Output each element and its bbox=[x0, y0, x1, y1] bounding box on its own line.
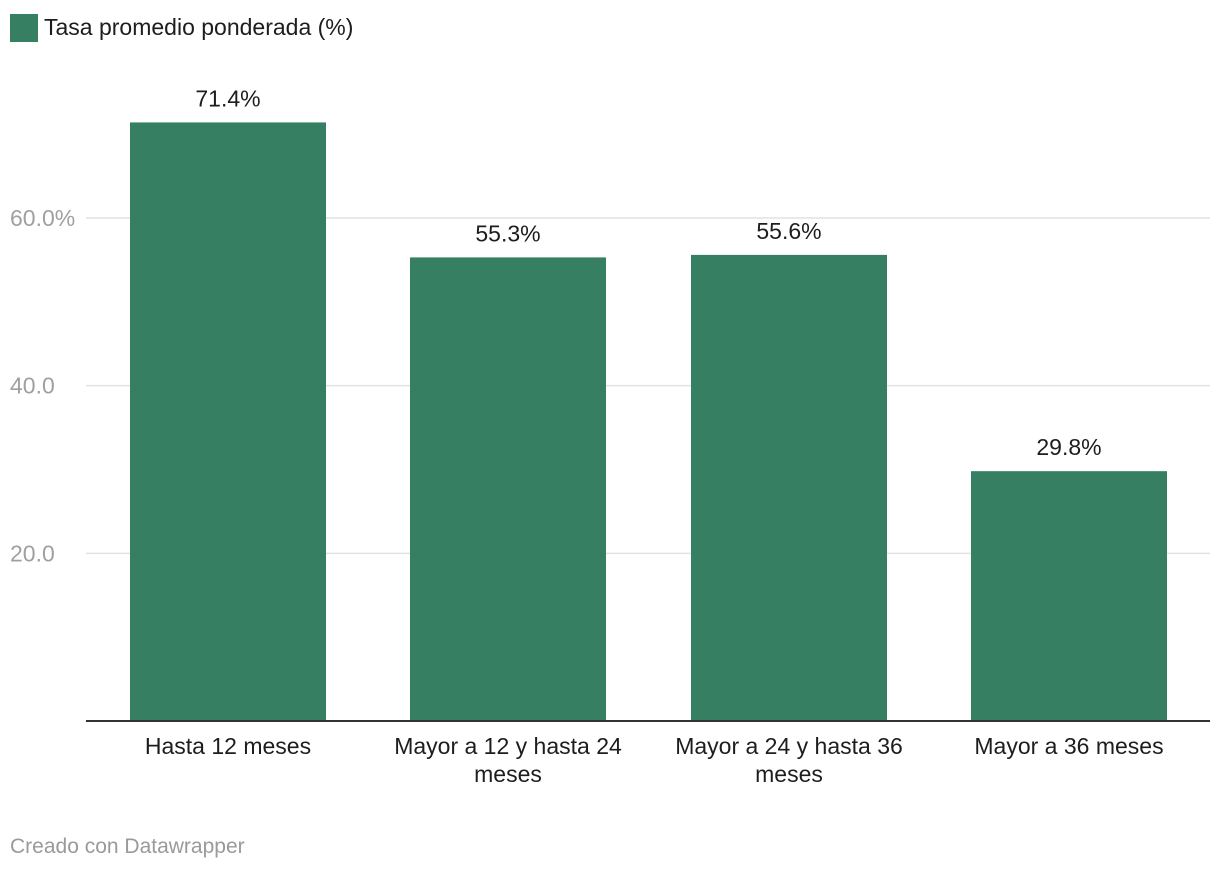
category-label: Hasta 12 meses bbox=[145, 733, 311, 759]
bars bbox=[130, 122, 1167, 722]
bar bbox=[971, 471, 1167, 721]
value-labels: 71.4% 55.3% 55.6% 29.8% bbox=[195, 85, 1101, 460]
value-label: 71.4% bbox=[195, 85, 260, 111]
value-label: 55.6% bbox=[756, 218, 821, 244]
value-label: 55.3% bbox=[475, 220, 540, 246]
value-label: 29.8% bbox=[1036, 434, 1101, 460]
bar bbox=[410, 257, 606, 721]
category-label: Mayor a 24 y hasta 36 meses bbox=[675, 733, 903, 787]
legend: Tasa promedio ponderada (%) bbox=[10, 14, 353, 42]
y-tick-label: 40.0 bbox=[10, 373, 55, 399]
category-label: Mayor a 36 meses bbox=[974, 733, 1163, 759]
y-axis-tick-labels: 20.0 40.0 60.0% bbox=[10, 205, 75, 566]
y-tick-label: 20.0 bbox=[10, 540, 55, 566]
category-label: Mayor a 12 y hasta 24 meses bbox=[394, 733, 622, 787]
legend-label: Tasa promedio ponderada (%) bbox=[44, 14, 353, 40]
credit-text: Creado con Datawrapper bbox=[10, 835, 245, 858]
bar bbox=[691, 254, 887, 722]
bar bbox=[130, 122, 326, 722]
y-tick-label: 60.0% bbox=[10, 205, 75, 231]
legend-swatch bbox=[10, 14, 38, 42]
x-axis-category-labels: Hasta 12 meses Mayor a 12 y hasta 24 meses… bbox=[145, 733, 1164, 787]
